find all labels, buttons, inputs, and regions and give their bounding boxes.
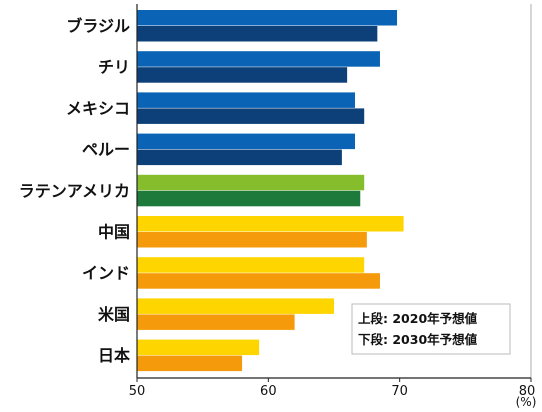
bar-2030 (137, 355, 243, 372)
legend-entry: 下段: 2030年予想値 (358, 332, 478, 347)
bar-2030 (137, 108, 365, 124)
legend-box (351, 303, 511, 355)
bar-2020 (137, 174, 365, 191)
category-label: ラテンアメリカ (19, 181, 130, 200)
bar-2020 (137, 339, 260, 356)
category-label: ブラジル (66, 17, 130, 36)
category-label: 中国 (98, 223, 130, 242)
bar-2030 (137, 67, 348, 83)
x-tick-label: 60 (260, 384, 277, 399)
bar-2030 (137, 273, 380, 289)
category-label: 米国 (98, 305, 130, 324)
bar-2030 (137, 149, 342, 166)
bar-2030 (137, 314, 295, 330)
category-label: チリ (98, 58, 130, 77)
x-tick-label: 50 (129, 384, 146, 399)
bar-2020 (137, 133, 356, 150)
category-label: 日本 (98, 346, 130, 365)
legend-entry: 上段: 2020年予想値 (358, 311, 478, 326)
bar-2020 (137, 92, 356, 108)
category-label: インド (82, 264, 130, 283)
bar-2030 (137, 190, 361, 207)
bar-2020 (137, 216, 404, 232)
x-tick-label: 80 (519, 384, 536, 399)
bar-2020 (137, 10, 398, 26)
bar-2030 (137, 26, 378, 42)
bar-2020 (137, 298, 334, 314)
x-unit-label: (%) (516, 395, 537, 409)
category-label: メキシコ (66, 99, 130, 118)
x-tick-label: 70 (391, 384, 408, 399)
plot-area (137, 10, 404, 372)
bar-2020 (137, 257, 365, 273)
x-axis: 50 60 70 80(%) (129, 4, 537, 409)
bar-2030 (137, 232, 367, 248)
bar-2020 (137, 51, 380, 67)
category-label: ペルー (82, 140, 130, 159)
